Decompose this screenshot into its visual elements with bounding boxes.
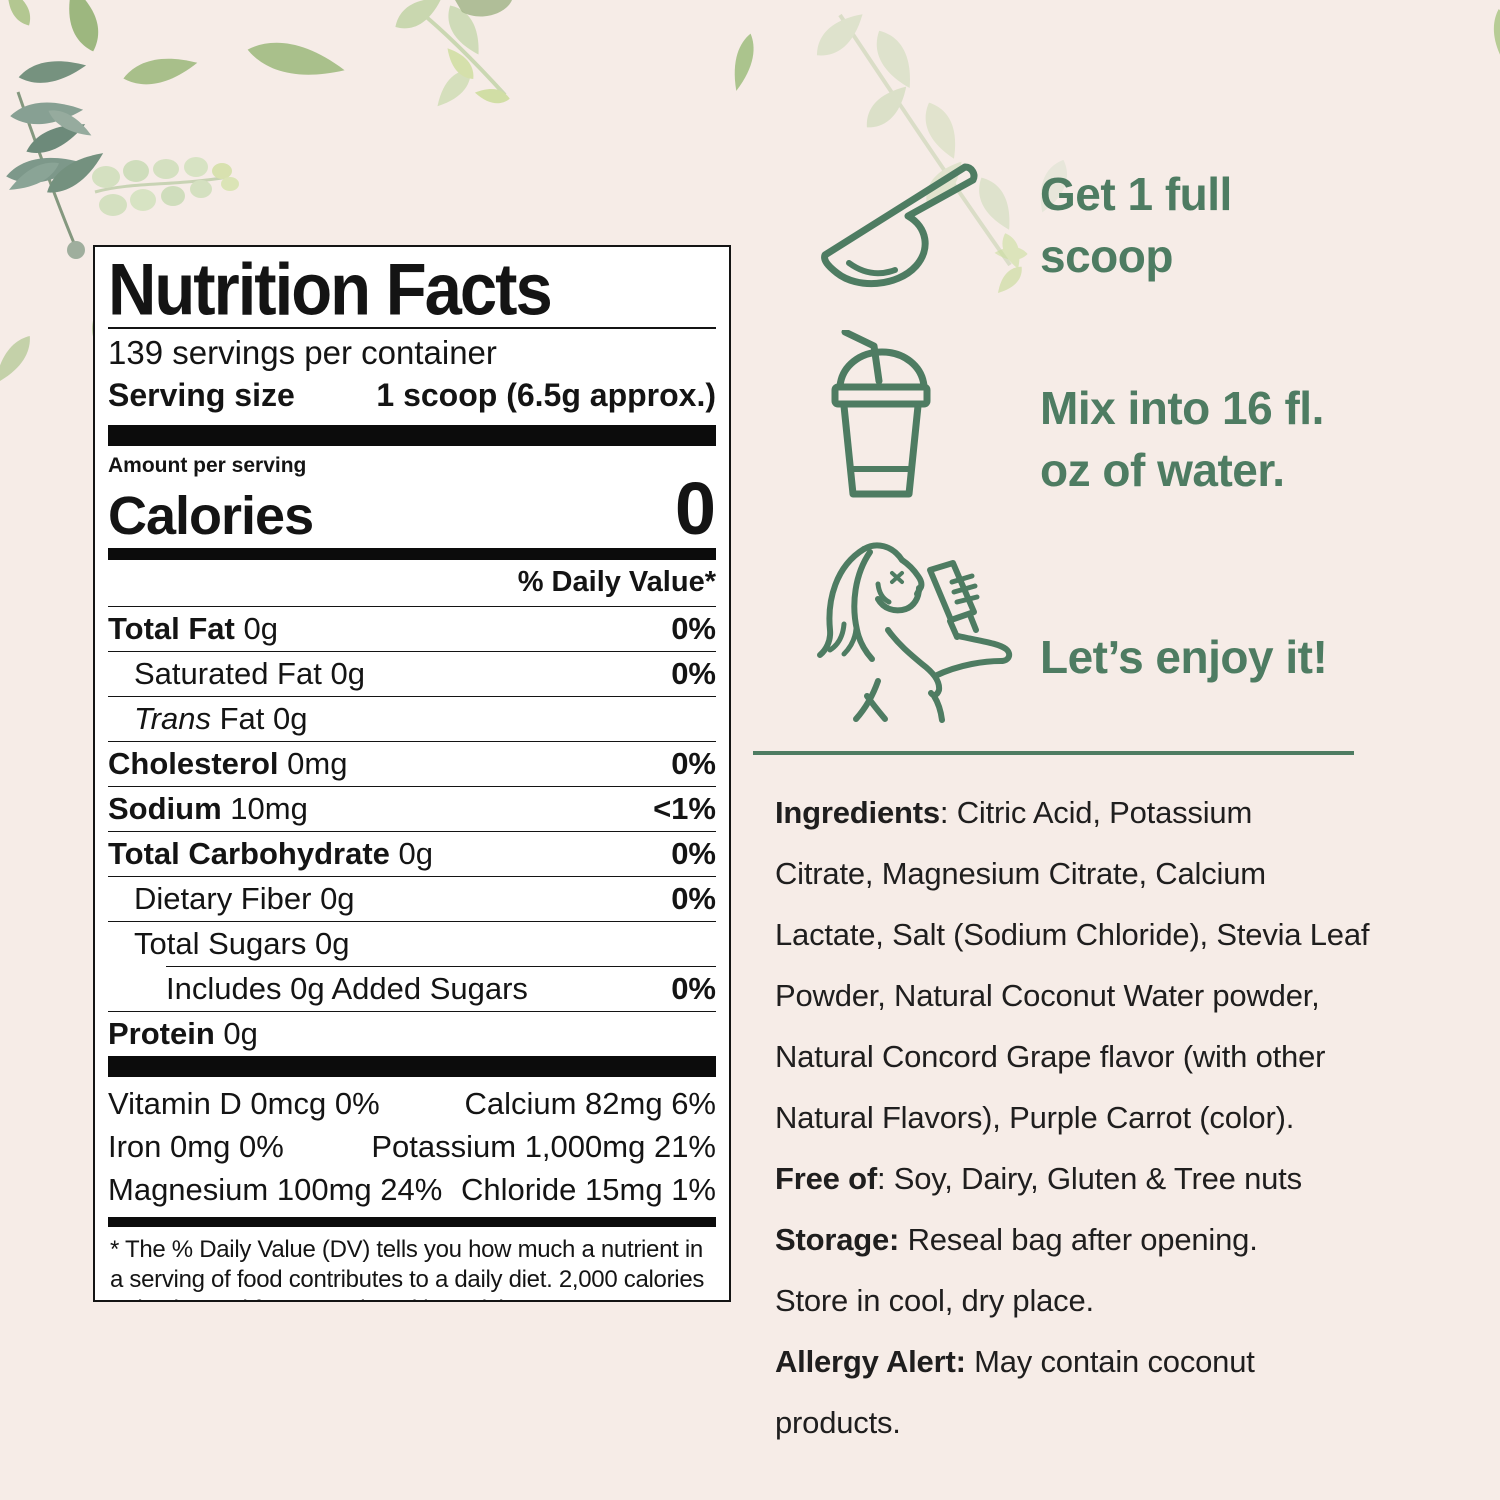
leaf [0,22,2,51]
nutrient-row-dietary-fiber: Dietary Fiber 0g 0% [108,876,716,921]
daily-value-footnote: * The % Daily Value (DV) tells you how m… [110,1236,705,1300]
calories-label: Calories [108,486,314,546]
nutrient-row-protein: Protein 0g [108,1011,716,1056]
servings-per-container: 139 servings per container [108,334,497,371]
micronutrients: Vitamin D 0mcg 0% Calcium 82mg 6% Iron 0m… [108,1077,716,1217]
leaf [59,0,106,56]
faded-branch [808,5,1074,267]
storage-line: Storage: Reseal bag after opening. [775,1222,1258,1257]
eucalyptus-branch-top-left [4,55,109,259]
thick-bar [108,425,716,446]
storage-line: Store in cool, dry place. [775,1283,1094,1318]
thick-bar [108,548,716,560]
rule [108,327,716,329]
ingredients-line: Citrate, Magnesium Citrate, Calcium [775,856,1266,891]
faded-branch [389,0,512,113]
label-title: Nutrition Facts [108,248,553,332]
step-1-text: Get 1 full scoop [1040,168,1232,282]
eucalyptus-sprig [92,157,239,216]
micronutrient-row: Vitamin D 0mcg 0% Calcium 82mg 6% [108,1086,716,1121]
allergy-line: products. [775,1405,901,1440]
amount-per-serving: Amount per serving [108,454,307,477]
ingredients-line: Lactate, Salt (Sodium Chloride), Stevia … [775,917,1370,952]
leaf [244,35,348,85]
leaf [874,0,945,7]
leaf [728,31,759,93]
nutrient-row-cholesterol: Cholesterol 0mg 0% [108,741,716,786]
nutrient-row-total-carbohydrate: Total Carbohydrate 0g 0% [108,831,716,876]
micronutrient-row: Magnesium 100mg 24% Chloride 15mg 1% [108,1172,716,1207]
cup-with-straw-icon [831,330,931,498]
background-leaves [0,0,1500,390]
drinking-person-icon [817,542,1013,723]
nutrient-row-added-sugars: Includes 0g Added Sugars 0% [166,966,716,1011]
leaf [0,0,36,30]
nutrient-row-total-fat: Total Fat 0g 0% [108,611,716,646]
leaf [1489,7,1500,74]
step-2-text: Mix into 16 fl. oz of water. [1040,382,1324,496]
step-3-text: Let’s enjoy it! [1040,631,1328,683]
calories-row: Calories 0 [108,467,716,550]
ingredients-line: Ingredients: Citric Acid, Potassium [775,795,1253,830]
calories-value: 0 [674,467,716,550]
serving-size-label: Serving size [108,377,295,413]
daily-value-header: % Daily Value* [108,560,716,607]
ingredients-line: Natural Concord Grape flavor (with other [775,1039,1326,1074]
nutrient-row-sodium: Sodium 10mg <1% [108,786,716,831]
leaf [121,51,200,90]
thick-bar [108,1217,716,1227]
nutrient-row-saturated-fat: Saturated Fat 0g 0% [108,651,716,696]
ingredients-line: Natural Flavors), Purple Carrot (color). [775,1100,1295,1135]
section-divider [753,751,1354,755]
leaf [0,330,38,390]
nutrition-facts-label: Nutrition Facts 139 servings per contain… [93,245,731,1302]
product-info: Ingredients: Citric Acid, Potassium Citr… [775,782,1465,1453]
free-of-line: Free of: Soy, Dairy, Gluten & Tree nuts [775,1161,1302,1196]
nutrient-row-trans-fat: Trans Fat 0g [108,696,716,741]
ingredients-line: Powder, Natural Coconut Water powder, [775,978,1320,1013]
allergy-line: Allergy Alert: May contain coconut [775,1344,1255,1379]
serving-size-row: Serving size 1 scoop (6.5g approx.) [108,375,716,415]
micronutrient-row: Iron 0mg 0% Potassium 1,000mg 21% [108,1129,716,1164]
scoop-icon [821,163,978,287]
serving-size-value: 1 scoop (6.5g approx.) [376,377,716,413]
thick-bar [108,1056,716,1077]
nutrient-row-total-sugars: Total Sugars 0g [108,921,716,966]
